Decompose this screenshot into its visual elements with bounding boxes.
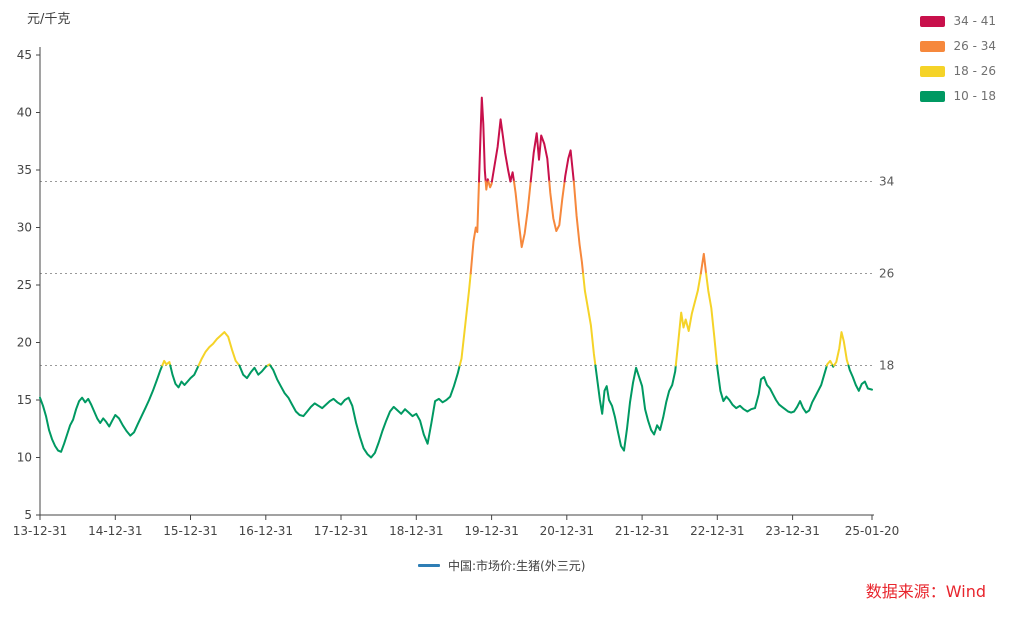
band-swatch-icon [919, 90, 945, 102]
price-series-segment [39, 364, 164, 453]
band-swatch-icon [919, 40, 945, 52]
band-legend-label: 26 - 34 [953, 39, 997, 53]
price-series-segment [825, 359, 834, 367]
data-source-label: 数据来源：Wind [865, 582, 986, 601]
y-axis-tick-label: 10 [17, 451, 32, 465]
x-axis-tick-label: 22-12-31 [690, 524, 744, 538]
price-series-segment [238, 364, 269, 380]
price-series-segment [490, 118, 515, 183]
legend-item-band-10-18[interactable]: 10 - 18 [919, 89, 997, 103]
reference-line-label: 26 [879, 267, 894, 281]
price-series-segment [487, 180, 493, 189]
x-axis-tick-label: 16-12-31 [239, 524, 293, 538]
price-series-segment [161, 359, 172, 367]
y-axis-tick-label: 35 [17, 163, 32, 177]
y-axis-tick-label: 5 [24, 508, 32, 522]
x-axis-tick-label: 21-12-31 [615, 524, 669, 538]
series-legend-label: 中国:市场价:生猪(外三元) [448, 559, 586, 573]
price-series-segment [716, 364, 828, 414]
price-series-segment [478, 96, 487, 183]
reference-line-label: 34 [879, 175, 894, 189]
price-series-segment [548, 180, 566, 232]
x-axis-tick-label: 15-12-31 [163, 524, 217, 538]
band-legend-label: 18 - 26 [953, 64, 997, 78]
price-series-segment [594, 364, 677, 452]
x-axis-tick-label: 17-12-31 [314, 524, 368, 538]
price-series-segment [197, 331, 241, 367]
y-axis-tick-label: 15 [17, 393, 32, 407]
band-legend-label: 34 - 41 [953, 14, 997, 28]
series-line-icon [418, 564, 440, 567]
price-series-segment [563, 149, 575, 183]
y-axis-tick-label: 30 [17, 221, 32, 235]
band-swatch-icon [919, 65, 945, 77]
legend-item-band-26-34[interactable]: 26 - 34 [919, 39, 997, 53]
x-axis-tick-label: 23-12-31 [765, 524, 819, 538]
price-series-segment [674, 272, 702, 367]
price-series-segment [705, 272, 719, 367]
y-axis-tick-label: 45 [17, 48, 32, 62]
price-series-segment [572, 180, 585, 275]
legend-item-band-18-26[interactable]: 18 - 26 [919, 64, 997, 78]
x-axis-tick-label: 18-12-31 [389, 524, 443, 538]
x-axis-tick-label: 25-01-20 [845, 524, 899, 538]
y-axis-tick-label: 25 [17, 278, 32, 292]
price-series-segment [513, 180, 532, 249]
x-axis-tick-label: 19-12-31 [464, 524, 518, 538]
price-series-segment [458, 272, 472, 367]
price-series-segment [469, 180, 480, 275]
price-series-segment [833, 331, 850, 367]
y-axis-tick-label: 20 [17, 336, 32, 350]
price-series-segment [269, 364, 461, 459]
x-axis-tick-label: 13-12-31 [13, 524, 67, 538]
reference-line-label: 18 [879, 359, 894, 373]
series-legend[interactable]: 中国:市场价:生猪(外三元) [418, 557, 585, 574]
band-swatch-icon [919, 15, 945, 27]
price-series-segment [169, 364, 200, 389]
price-series-segment [529, 132, 551, 183]
band-legend: 34 - 41 26 - 34 18 - 26 10 - 18 [919, 14, 997, 114]
x-axis-tick-label: 20-12-31 [540, 524, 594, 538]
price-series-segment [484, 180, 489, 191]
y-axis-tick-label: 40 [17, 106, 32, 120]
band-legend-label: 10 - 18 [953, 89, 997, 103]
legend-item-band-34-41[interactable]: 34 - 41 [919, 14, 997, 28]
price-series-segment [582, 272, 597, 367]
price-series-segment [699, 252, 708, 275]
x-axis-tick-label: 14-12-31 [88, 524, 142, 538]
price-series-segment [847, 364, 873, 392]
y-axis-unit-label: 元/千克 [27, 12, 71, 27]
